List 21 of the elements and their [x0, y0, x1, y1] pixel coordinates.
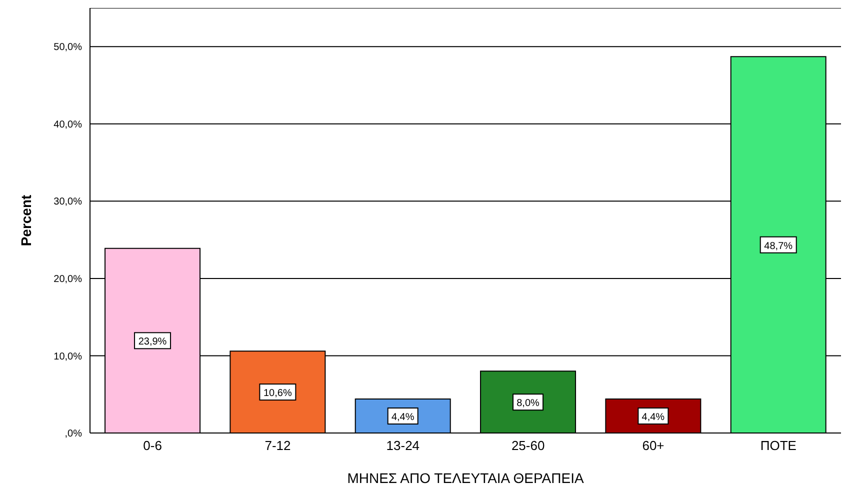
y-tick-label: 20,0% [54, 274, 82, 286]
data-label: 4,4% [642, 412, 665, 423]
y-tick-label: 30,0% [54, 196, 82, 208]
y-tick-label: 50,0% [54, 42, 82, 54]
y-tick-label: ,0% [64, 428, 82, 440]
x-tick-label: 13-24 [386, 438, 420, 454]
x-tick-label: 7-12 [264, 438, 291, 454]
y-tick-label: 10,0% [54, 351, 82, 362]
bar [480, 370, 576, 433]
data-label: 48,7% [764, 240, 793, 252]
x-tick-label: 60+ [642, 438, 664, 454]
data-label: 10,6% [264, 388, 292, 400]
data-label: 4,4% [391, 412, 414, 423]
x-tick-label: 0-6 [143, 438, 162, 454]
data-label: 23,9% [138, 336, 167, 348]
y-axis-title: Percent [18, 194, 34, 246]
x-tick-label: ΠΟΤΕ [760, 438, 797, 454]
data-label: 8,0% [516, 398, 540, 410]
x-axis-title: ΜΗΝΕΣ ΑΠΟ ΤΕΛΕΥΤΑΙΑ ΘΕΡΑΠΕΙΑ [347, 470, 584, 486]
y-tick-label: 40,0% [54, 119, 82, 130]
x-tick-label: 25-60 [511, 438, 545, 454]
